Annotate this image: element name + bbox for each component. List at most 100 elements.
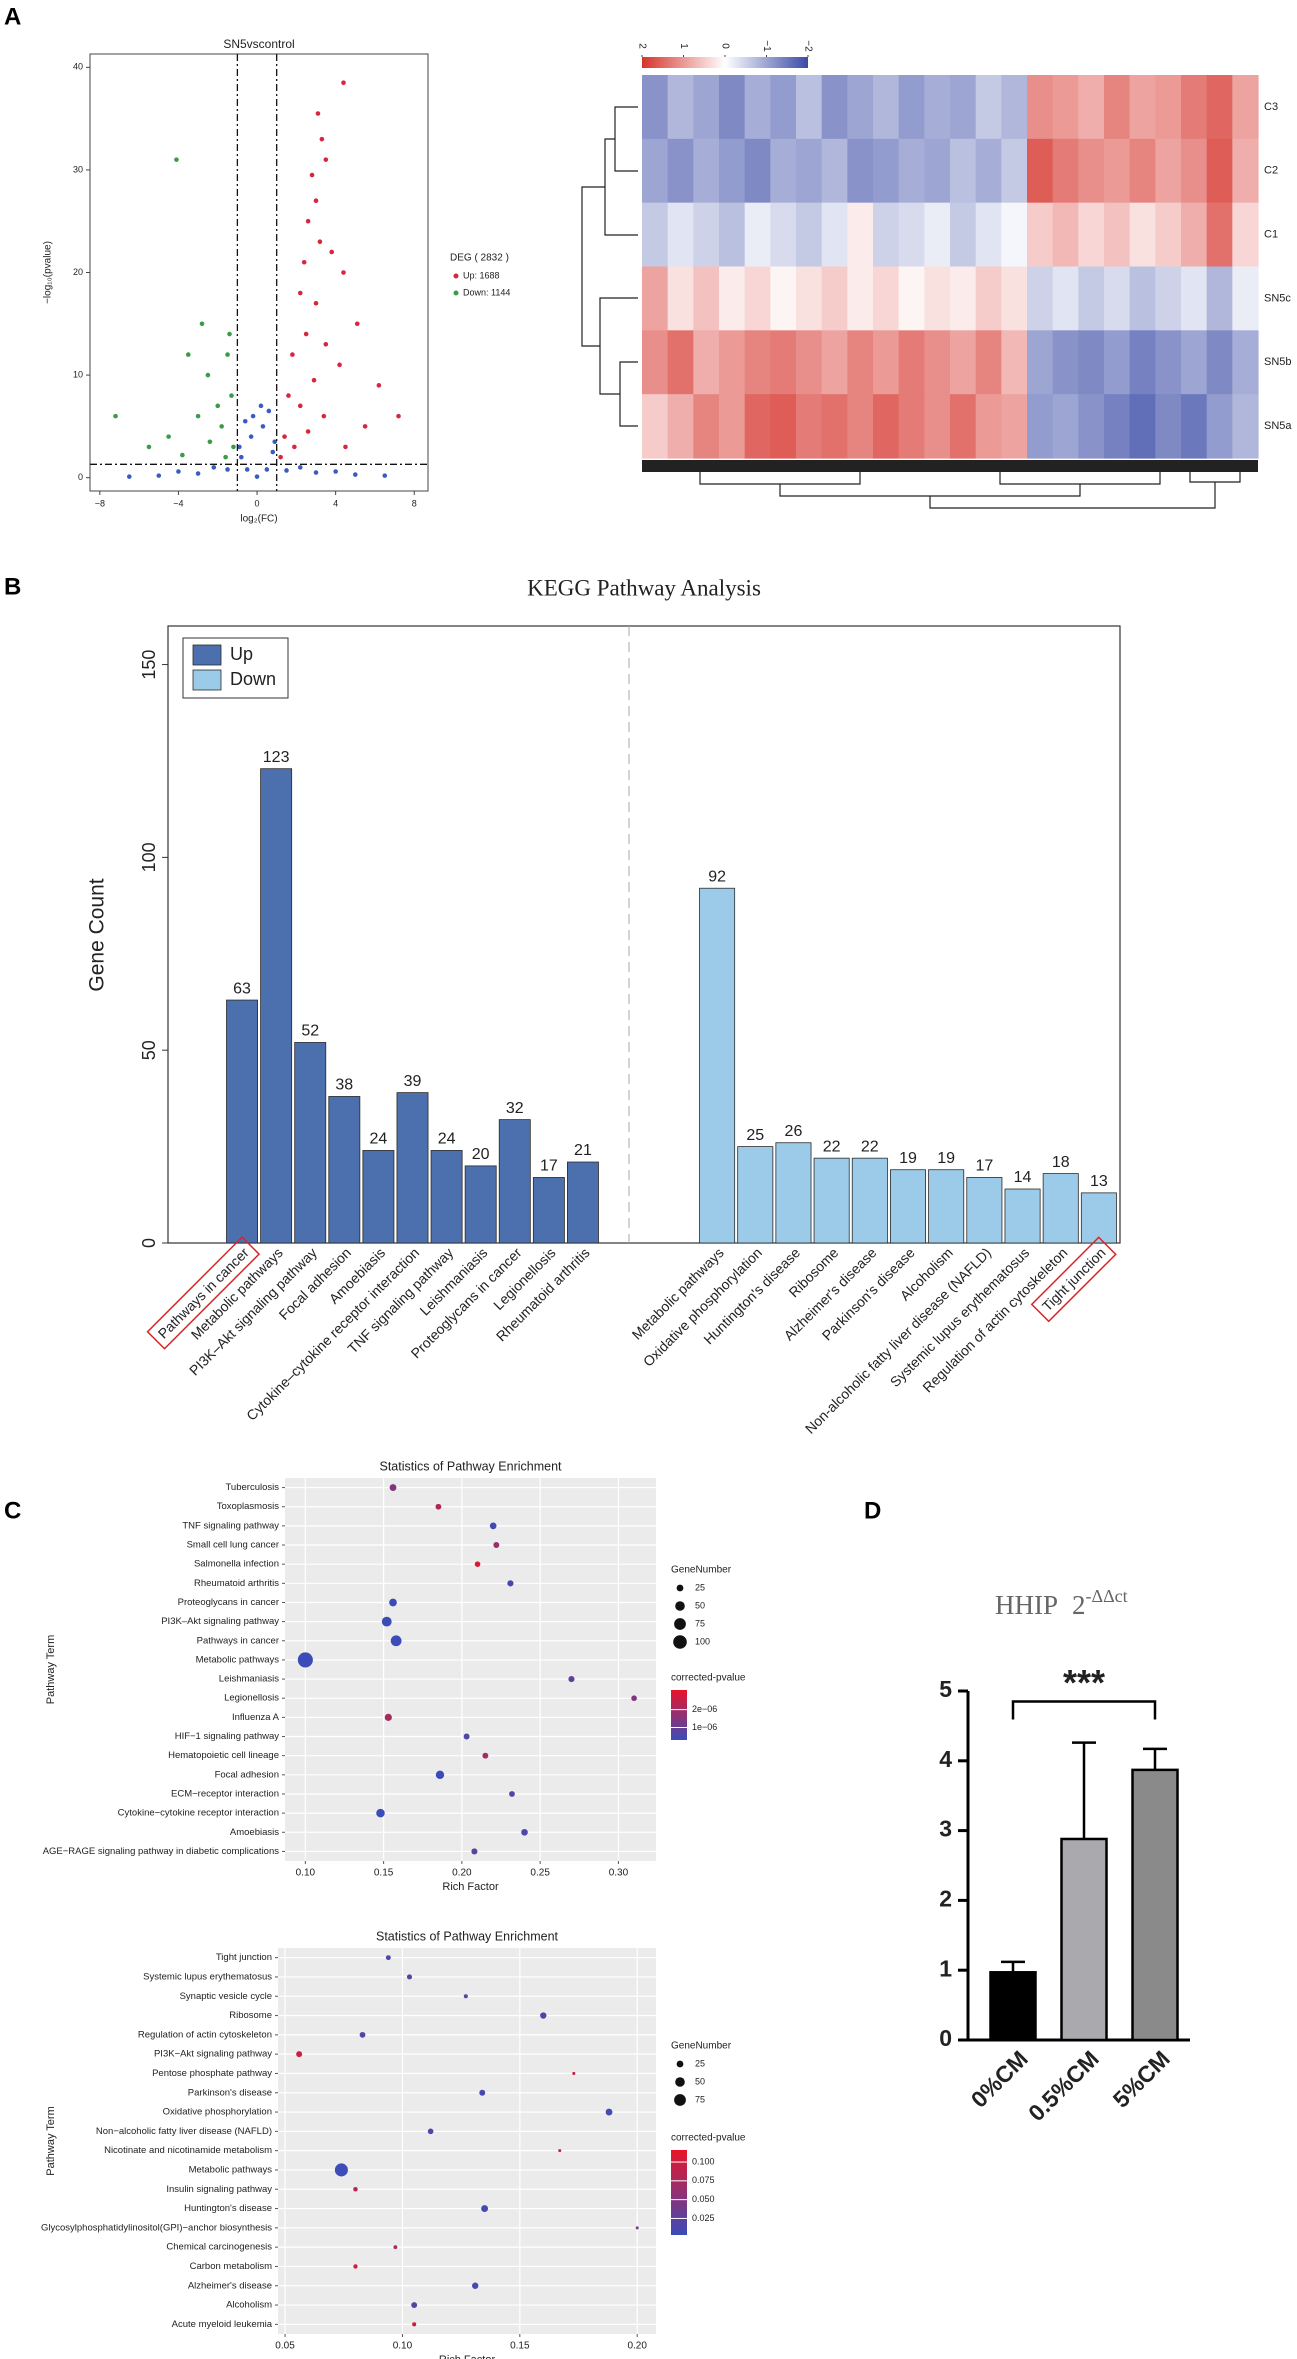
- heatmap-cell: [924, 138, 951, 204]
- y-tick-label: Insulin signaling pathway: [166, 2184, 272, 2195]
- heatmap-cell: [1155, 330, 1182, 395]
- x-tick-label: 0%CM: [966, 2045, 1033, 2112]
- y-tick-label: Amoebiasis: [230, 1827, 279, 1838]
- heatmap-cell: [898, 266, 925, 331]
- size-legend-label: 50: [695, 1600, 705, 1610]
- heatmap-cell: [873, 330, 900, 395]
- column-dendrogram-leaves: [642, 460, 1258, 472]
- heatmap-cell: [1206, 330, 1233, 395]
- heatmap-cell: [693, 394, 720, 459]
- heatmap-cell: [1129, 138, 1156, 204]
- point: [354, 321, 360, 327]
- value-label: 52: [301, 1023, 319, 1040]
- colorbar-tick-label: 0.050: [692, 2194, 715, 2204]
- chart-title: Statistics of Pathway Enrichment: [376, 1929, 559, 1943]
- x-tick-label: 0.05: [275, 2341, 295, 2352]
- heatmap-cell: [847, 75, 874, 140]
- error-bar: [1001, 1960, 1025, 1973]
- bar: [890, 1169, 926, 1244]
- dot: [389, 1484, 397, 1491]
- panel-label: C: [4, 1497, 21, 1524]
- point: [239, 454, 244, 460]
- x-tick-label: −8: [95, 498, 105, 508]
- bar: [396, 1092, 429, 1244]
- dot: [390, 1635, 402, 1647]
- y-tick-label: Alzheimer's disease: [188, 2280, 272, 2291]
- dot: [334, 2163, 348, 2177]
- dot: [507, 1580, 514, 1587]
- point: [272, 439, 278, 445]
- y-tick-label: Chemical carcinogenesis: [166, 2242, 272, 2253]
- heatmap-cell: [642, 138, 669, 204]
- error-bar: [1072, 1741, 1096, 1839]
- y-tick-label: PI3K–Akt signaling pathway: [161, 1616, 279, 1627]
- dot: [393, 2245, 398, 2250]
- heatmap-cell: [693, 202, 720, 268]
- y-tick-label: Regulation of actin cytoskeleton: [138, 2029, 272, 2040]
- heatmap-cell: [796, 266, 823, 331]
- value-label: 14: [1014, 1169, 1032, 1186]
- heatmap-cell: [1129, 330, 1156, 395]
- category-label-group: 5%CM: [1108, 2045, 1175, 2112]
- heatmap-cell: [873, 266, 900, 331]
- y-tick-label: TNF signaling pathway: [182, 1520, 279, 1531]
- error-bar: [1143, 1747, 1167, 1770]
- point: [305, 429, 311, 434]
- heatmap-cell: [744, 394, 771, 459]
- value-label: 22: [823, 1138, 841, 1155]
- x-axis-label: Rich Factor: [442, 1881, 499, 1893]
- heatmap-cell: [770, 75, 797, 140]
- heatmap-cell: [1206, 394, 1233, 459]
- y-tick-label: 100: [139, 842, 159, 872]
- bar: [1060, 1837, 1108, 2042]
- heatmap-cell: [1052, 330, 1079, 395]
- heatmap-cell: [1206, 266, 1233, 331]
- title-formula-base: 2: [1072, 1590, 1086, 1620]
- dot: [631, 1695, 637, 1702]
- heatmap-cell: [950, 75, 977, 140]
- point: [305, 218, 311, 224]
- point: [297, 403, 303, 409]
- size-legend-marker: [676, 2060, 684, 2068]
- point: [195, 471, 201, 476]
- heatmap-cell: [1052, 138, 1079, 204]
- y-axis-label: Gene Count: [86, 878, 109, 991]
- point: [343, 444, 348, 450]
- significance-label: ***: [1063, 1662, 1105, 1703]
- point: [284, 468, 289, 473]
- dot: [471, 1848, 478, 1855]
- point: [303, 331, 309, 337]
- point: [223, 454, 228, 460]
- heatmap-cell: [770, 330, 797, 395]
- point: [176, 469, 181, 474]
- y-tick-label: Acute myeloid leukemia: [172, 2319, 273, 2330]
- heatmap-cell: [898, 202, 925, 268]
- heatmap-cell: [1027, 266, 1054, 331]
- point: [231, 444, 236, 450]
- point: [227, 331, 232, 337]
- value-label: 19: [899, 1150, 917, 1167]
- y-tick-label: 3: [939, 1816, 952, 1842]
- y-tick-label: 2: [939, 1885, 952, 1911]
- row-label: C2: [1264, 165, 1278, 177]
- plot-frame: [89, 53, 429, 492]
- heatmap-cell: [1129, 202, 1156, 268]
- colorbar: [642, 57, 808, 68]
- column-dendrogram: [699, 472, 1241, 509]
- point: [254, 474, 260, 479]
- heatmap-cell: [1001, 330, 1028, 395]
- point: [258, 403, 264, 409]
- point: [319, 136, 325, 142]
- heatmap-cell: [693, 330, 720, 395]
- heatmap-cell: [1078, 266, 1105, 331]
- y-tick-label: Hematopoietic cell lineage: [168, 1750, 279, 1761]
- chart-title: HHIP 2-ΔΔct: [995, 1586, 1128, 1620]
- value-label: 21: [574, 1142, 592, 1159]
- dot: [463, 1994, 468, 1999]
- heatmap-cell: [950, 266, 977, 331]
- heatmap-cell: [667, 330, 694, 395]
- heatmap-cell: [1155, 138, 1182, 204]
- dot: [521, 1828, 528, 1836]
- panel-label: A: [4, 3, 21, 30]
- dot: [472, 2282, 479, 2289]
